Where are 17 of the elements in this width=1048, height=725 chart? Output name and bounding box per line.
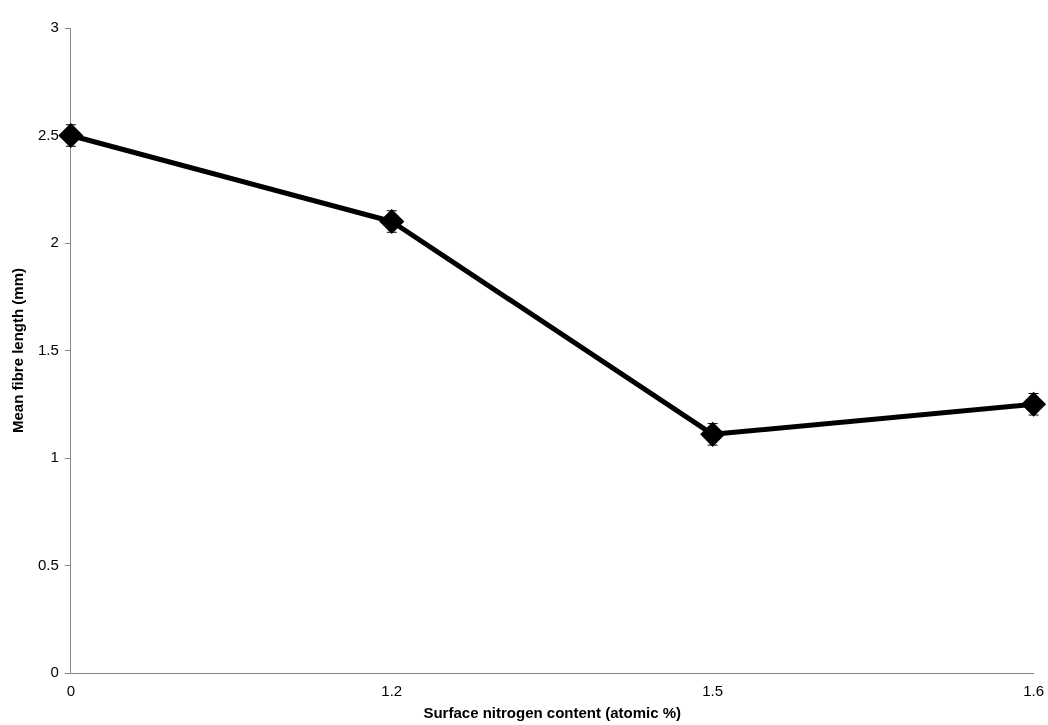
- point: [701, 422, 725, 446]
- x-axis-title: Surface nitrogen content (atomic %): [423, 704, 681, 722]
- x-tick-label: 1.6: [1023, 682, 1044, 700]
- point: [59, 124, 83, 147]
- y-tick-label: 1.5: [37, 340, 59, 358]
- x-tick-label: 1.2: [381, 682, 403, 700]
- x-tick-label: 0: [66, 682, 76, 700]
- y-tick-label: 2: [50, 233, 59, 251]
- x-tick-label: 1.5: [702, 682, 724, 700]
- y-tick-label: 0.5: [37, 555, 59, 573]
- y-axis-title: Mean fibre length (mm): [9, 267, 27, 434]
- y-tick-label: 0: [50, 663, 59, 681]
- y-tick-label: 3: [50, 18, 59, 36]
- point: [380, 210, 404, 233]
- y-tick-label: 2.5: [37, 125, 59, 143]
- y-tick-label: 1: [50, 448, 59, 466]
- point: [1022, 392, 1046, 416]
